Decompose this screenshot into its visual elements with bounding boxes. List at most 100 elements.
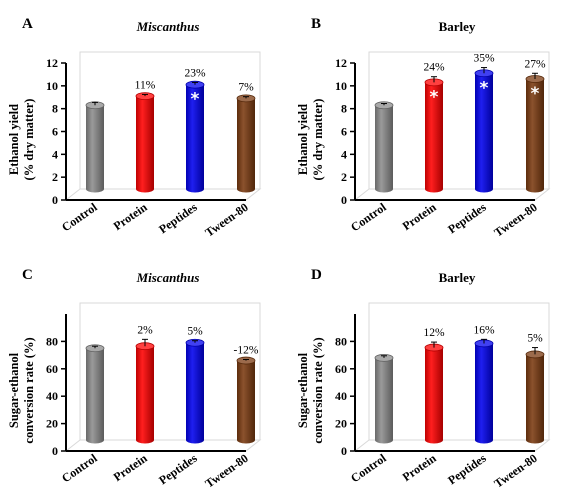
y-axis-label: Sugar-ethanolconversion rate (%) <box>7 337 36 443</box>
significance-star: * <box>531 84 540 104</box>
percent-label: 27% <box>524 58 546 70</box>
y-tick-label: 2 <box>52 170 58 184</box>
y-tick-label: 0 <box>341 444 347 458</box>
y-tick-label: 12 <box>46 56 58 70</box>
x-tick-label: Protein <box>111 451 150 484</box>
y-axis-label-line: (% dry matter) <box>311 99 325 181</box>
x-tick-label: Peptides <box>156 200 200 237</box>
y-axis-label-line: conversion rate (%) <box>22 337 36 443</box>
plot-back-wall <box>368 302 550 441</box>
panel-label: C <box>22 267 33 283</box>
panel-title: Barley <box>439 19 476 34</box>
y-tick-label: 0 <box>52 444 58 458</box>
y-axis-label-line: conversion rate (%) <box>311 337 325 443</box>
y-tick-label: 6 <box>52 125 58 139</box>
y-tick-label: 60 <box>46 362 58 376</box>
panel-label: B <box>311 16 321 32</box>
x-tick-label: Control <box>348 451 389 486</box>
panel-label: A <box>22 16 33 32</box>
significance-star: * <box>430 87 439 107</box>
panel-title: Barley <box>439 270 476 285</box>
percent-label: -12% <box>234 344 259 356</box>
panel-title: Miscanthus <box>136 270 200 285</box>
y-tick-label: 80 <box>335 334 347 348</box>
chart-svg: D Barley Sugar-ethanolconversion rate (%) 0… <box>296 267 551 491</box>
y-axis-label: Ethanol yield(% dry matter) <box>7 99 36 181</box>
panel-a: A Miscanthus Ethanol yield(% dry matter) 0 2… <box>0 0 289 251</box>
y-tick-label: 0 <box>341 193 347 207</box>
x-tick-label: Tween-80 <box>491 451 539 491</box>
y-tick-label: 80 <box>46 334 58 348</box>
y-tick-label: 8 <box>52 102 58 116</box>
y-axis-label-line: Ethanol yield <box>7 104 21 175</box>
percent-label: 5% <box>527 333 543 345</box>
y-tick-label: 2 <box>341 170 347 184</box>
percent-label: 5% <box>187 326 203 338</box>
bar-control <box>375 105 393 193</box>
y-tick-label: 20 <box>46 417 58 431</box>
chart-svg: C Miscanthus Sugar-ethanolconversion rate … <box>7 267 262 491</box>
x-tick-label: Peptides <box>445 451 489 488</box>
x-tick-label: Tween-80 <box>491 200 539 240</box>
x-tick-label: Peptides <box>156 451 200 488</box>
chart-svg: A Miscanthus Ethanol yield(% dry matter) 0 2… <box>7 16 262 240</box>
bar-tween-80 <box>526 354 544 444</box>
significance-star: * <box>480 78 489 98</box>
panel-b: B Barley Ethanol yield(% dry matter) 0 2 4 6 8 1… <box>289 0 578 251</box>
panel-title: Miscanthus <box>136 19 200 34</box>
y-axis-label-line: (% dry matter) <box>22 99 36 181</box>
y-tick-label: 20 <box>335 417 347 431</box>
bar-tween-80 <box>237 98 255 193</box>
panel-c: C Miscanthus Sugar-ethanolconversion rate … <box>0 251 289 502</box>
x-tick-label: Protein <box>400 200 439 233</box>
bar-peptides <box>186 84 204 193</box>
x-tick-label: Tween-80 <box>202 451 250 491</box>
plot-back-wall <box>368 51 550 190</box>
percent-label: 11% <box>135 79 156 91</box>
y-tick-label: 4 <box>341 147 347 161</box>
bar-control <box>86 105 104 193</box>
percent-label: 7% <box>238 82 254 94</box>
y-tick-label: 12 <box>335 56 347 70</box>
y-axis-label-line: Sugar-ethanol <box>7 352 21 428</box>
x-tick-label: Control <box>348 200 389 235</box>
y-tick-label: 6 <box>341 125 347 139</box>
bar-peptides <box>475 343 493 444</box>
bar-protein <box>425 347 443 444</box>
x-tick-label: Peptides <box>445 200 489 237</box>
x-tick-label: Control <box>59 451 100 486</box>
panel-label: D <box>311 267 322 283</box>
bar-tween-80 <box>237 360 255 444</box>
y-axis-label: Sugar-ethanolconversion rate (%) <box>296 337 325 443</box>
bar-protein <box>136 346 154 444</box>
y-axis-label: Ethanol yield(% dry matter) <box>296 99 325 181</box>
panel-d: D Barley Sugar-ethanolconversion rate (%) 0… <box>289 251 578 502</box>
y-tick-label: 0 <box>52 193 58 207</box>
x-tick-label: Control <box>59 200 100 235</box>
bar-control <box>86 348 104 444</box>
percent-label: 2% <box>137 324 153 336</box>
y-tick-label: 10 <box>46 79 58 93</box>
bar-peptides <box>475 73 493 193</box>
percent-label: 23% <box>184 67 206 79</box>
percent-label: 35% <box>473 53 495 65</box>
bar-protein <box>425 82 443 193</box>
y-tick-label: 40 <box>46 389 58 403</box>
y-tick-label: 40 <box>335 389 347 403</box>
bar-peptides <box>186 342 204 444</box>
y-axis-label-line: Sugar-ethanol <box>296 352 310 428</box>
percent-label: 16% <box>473 324 495 336</box>
y-axis-label-line: Ethanol yield <box>296 104 310 175</box>
bar-tween-80 <box>526 78 544 193</box>
significance-star: * <box>191 90 200 110</box>
x-tick-label: Tween-80 <box>202 200 250 240</box>
percent-label: 24% <box>423 62 445 74</box>
percent-label: 12% <box>423 327 445 339</box>
y-tick-label: 4 <box>52 147 58 161</box>
bar-protein <box>136 96 154 193</box>
plot-back-wall <box>79 302 261 441</box>
bar-top <box>236 356 256 365</box>
x-tick-label: Protein <box>400 451 439 484</box>
y-tick-label: 60 <box>335 362 347 376</box>
